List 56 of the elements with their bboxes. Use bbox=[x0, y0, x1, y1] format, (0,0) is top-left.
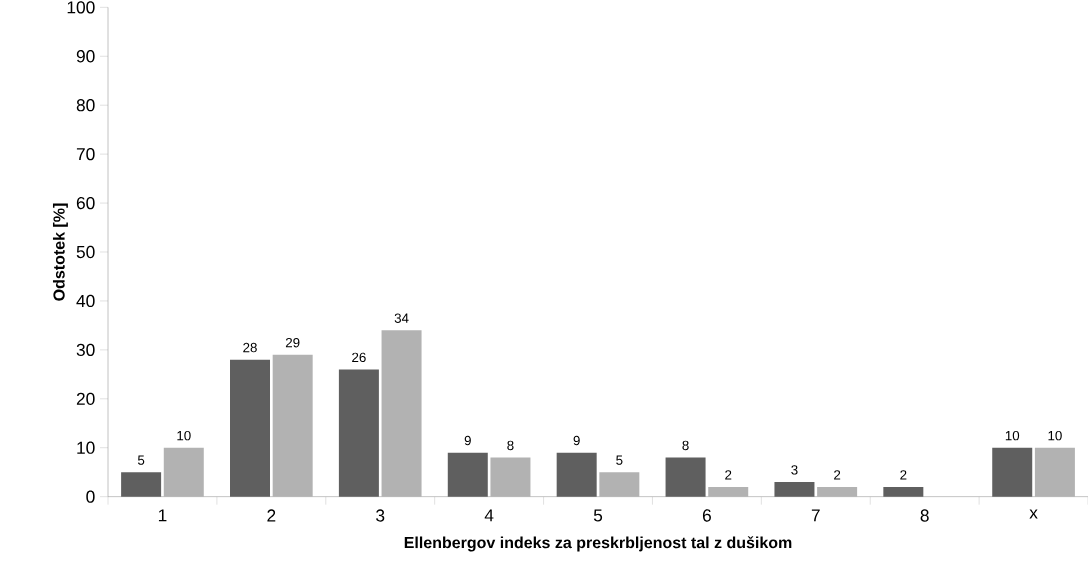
bar bbox=[556, 452, 597, 497]
data-label: 5 bbox=[616, 455, 623, 465]
data-label: 8 bbox=[507, 440, 514, 451]
bar bbox=[338, 369, 379, 497]
bar bbox=[272, 354, 313, 497]
y-tick-label: 10 bbox=[77, 441, 95, 454]
data-label: 26 bbox=[352, 352, 366, 363]
data-label: 8 bbox=[682, 440, 689, 451]
y-tick-label: 90 bbox=[76, 50, 95, 63]
x-tick-label: 1 bbox=[158, 509, 167, 522]
bar bbox=[883, 486, 924, 497]
y-tick-label: 40 bbox=[76, 294, 95, 308]
x-tick-label: 6 bbox=[702, 509, 711, 522]
x-tick-label: 2 bbox=[267, 509, 276, 522]
bar bbox=[121, 472, 162, 497]
bar bbox=[992, 447, 1033, 497]
y-tick-label: 70 bbox=[76, 147, 95, 161]
data-label: 2 bbox=[900, 470, 907, 480]
x-tick-label: x bbox=[1029, 509, 1038, 519]
bar bbox=[817, 486, 858, 497]
data-label: 2 bbox=[725, 470, 732, 480]
y-tick-label: 100 bbox=[67, 1, 95, 14]
data-label: 10 bbox=[177, 430, 191, 441]
x-tick-label: 3 bbox=[376, 509, 385, 522]
bar bbox=[447, 452, 488, 497]
bar bbox=[490, 457, 531, 497]
data-label: 5 bbox=[137, 455, 145, 465]
data-label: 2 bbox=[834, 470, 841, 480]
y-axis-title: Odstotek [%] bbox=[52, 203, 68, 301]
x-axis-title: Ellenbergov indeks za preskrbljenost tal z dušikom bbox=[404, 536, 792, 552]
bar bbox=[381, 330, 422, 497]
data-label: 9 bbox=[573, 435, 580, 446]
y-tick-label: 20 bbox=[76, 392, 95, 405]
bar bbox=[774, 481, 815, 497]
bar bbox=[1034, 447, 1075, 497]
data-label: 9 bbox=[464, 435, 471, 446]
y-tick-label: 50 bbox=[76, 245, 95, 259]
bar bbox=[163, 447, 204, 497]
x-tick-label: 7 bbox=[811, 509, 820, 522]
x-tick-label: 4 bbox=[484, 509, 494, 522]
bar bbox=[599, 472, 640, 497]
x-tick-label: 5 bbox=[593, 509, 603, 522]
bar bbox=[665, 457, 706, 497]
data-label: 34 bbox=[394, 313, 409, 323]
y-tick-label: 30 bbox=[76, 343, 95, 356]
x-tick-label: 8 bbox=[920, 509, 929, 522]
data-label: 3 bbox=[791, 465, 798, 475]
data-label: 29 bbox=[285, 337, 300, 348]
bar bbox=[708, 486, 749, 497]
y-tick-label: 80 bbox=[76, 99, 95, 112]
data-label: 10 bbox=[1005, 430, 1020, 441]
y-tick-label: 60 bbox=[76, 196, 95, 210]
data-label: 10 bbox=[1048, 430, 1062, 441]
data-label: 28 bbox=[243, 342, 257, 353]
y-tick-label: 0 bbox=[86, 490, 95, 503]
bar bbox=[230, 359, 271, 497]
